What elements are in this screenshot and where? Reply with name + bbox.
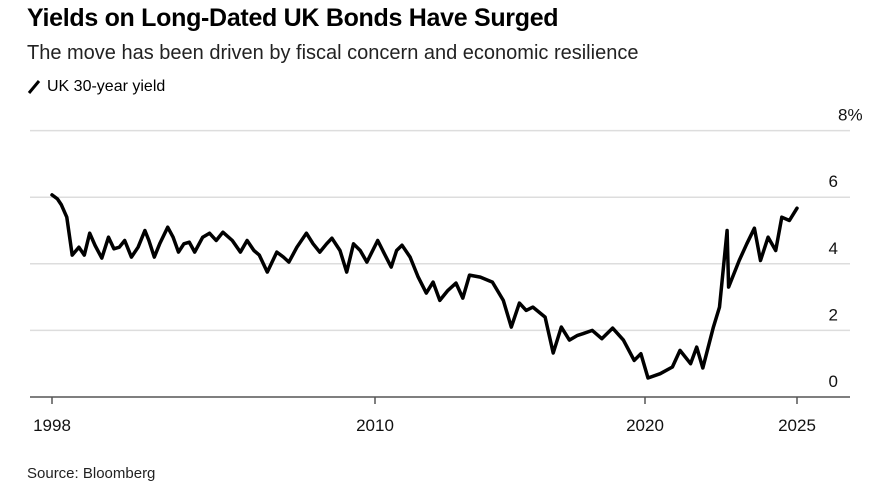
legend-line-icon — [27, 80, 41, 94]
legend-label: UK 30-year yield — [47, 78, 166, 95]
y-tick-label: 8% — [838, 106, 863, 125]
x-tick-label: 2025 — [778, 416, 816, 435]
series-line-uk-30-year-yield — [50, 193, 799, 380]
y-tick-label: 6 — [829, 172, 838, 191]
y-tick-label: 2 — [829, 305, 838, 324]
x-tick-label: 2020 — [626, 416, 664, 435]
chart-subtitle: The move has been driven by fiscal conce… — [27, 42, 639, 64]
source-note: Source: Bloomberg — [27, 465, 156, 482]
chart-title: Yields on Long-Dated UK Bonds Have Surge… — [27, 4, 559, 32]
legend: UK 30-year yield — [27, 78, 165, 96]
y-tick-label: 4 — [829, 239, 838, 258]
y-tick-label: 0 — [829, 372, 838, 391]
x-tick-label: 1998 — [33, 416, 71, 435]
x-tick-label: 2010 — [356, 416, 394, 435]
